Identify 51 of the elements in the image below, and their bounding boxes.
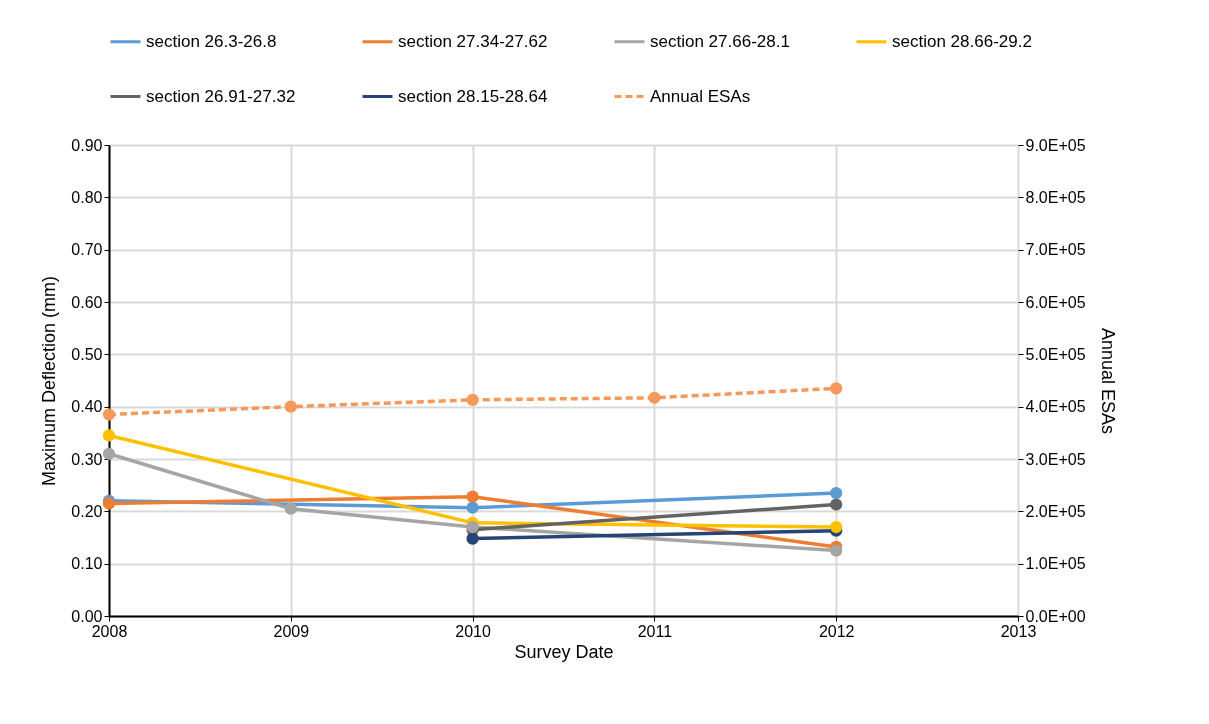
- legend-label: section 28.15-28.64: [398, 86, 548, 106]
- y-tick-label: 0.80: [71, 188, 103, 206]
- y-tick-label: 0.70: [71, 241, 103, 259]
- point: [102, 429, 116, 442]
- y-tick-label: 0.60: [71, 293, 103, 311]
- y-tick-label: 0.00: [71, 607, 103, 625]
- y-tick-label: 0.30: [71, 450, 103, 468]
- y2-tick-label: 9.0E+05: [1025, 136, 1086, 154]
- point: [466, 501, 479, 514]
- point: [102, 408, 116, 421]
- point: [648, 391, 661, 404]
- y2-tick-label: 8.0E+05: [1025, 188, 1086, 206]
- y2-tick-label: 2.0E+05: [1025, 502, 1086, 520]
- point: [830, 498, 843, 511]
- legend-label: section 27.66-28.1: [650, 31, 790, 51]
- y-tick-label: 0.40: [71, 398, 103, 416]
- point: [466, 532, 479, 545]
- point: [830, 382, 843, 395]
- legend-label: section 27.34-27.62: [398, 31, 548, 51]
- y2-tick-label: 4.0E+05: [1025, 398, 1086, 416]
- y-tick-label: 0.20: [71, 502, 103, 520]
- x-tick-label: 2013: [1000, 622, 1037, 640]
- point: [102, 447, 116, 460]
- legend-label: section 26.91-27.32: [146, 86, 296, 106]
- legend-label: section 28.66-29.2: [892, 31, 1032, 51]
- point: [284, 400, 297, 413]
- point: [284, 502, 297, 515]
- legend-label: section 26.3-26.8: [146, 31, 277, 51]
- x-tick-label: 2008: [91, 622, 128, 640]
- y2-tick-label: 6.0E+05: [1025, 293, 1086, 311]
- y2-tick-label: 0.0E+00: [1025, 607, 1086, 625]
- x-tick-label: 2010: [455, 622, 491, 640]
- y-axis-title: Maximum Deflection (mm): [39, 275, 60, 487]
- y2-tick-label: 3.0E+05: [1025, 450, 1086, 468]
- x-tick-label: 2011: [637, 622, 673, 640]
- y-tick-label: 0.90: [71, 136, 103, 154]
- y2-tick-label: 5.0E+05: [1025, 345, 1086, 363]
- x-axis-title: Survey Date: [514, 641, 614, 662]
- point: [830, 544, 843, 557]
- point: [830, 486, 843, 500]
- y2-tick-label: 7.0E+05: [1025, 241, 1086, 259]
- y-tick-label: 0.10: [71, 555, 103, 573]
- x-tick-label: 2009: [273, 622, 310, 640]
- legend-label: Annual ESAs: [650, 86, 751, 106]
- point: [466, 393, 479, 406]
- point: [466, 490, 479, 503]
- y2-tick-label: 1.0E+05: [1025, 555, 1086, 573]
- point: [830, 520, 843, 534]
- y2-axis-title: Annual ESAs: [1097, 327, 1118, 435]
- y-tick-label: 0.50: [71, 345, 103, 363]
- x-tick-label: 2012: [818, 622, 855, 640]
